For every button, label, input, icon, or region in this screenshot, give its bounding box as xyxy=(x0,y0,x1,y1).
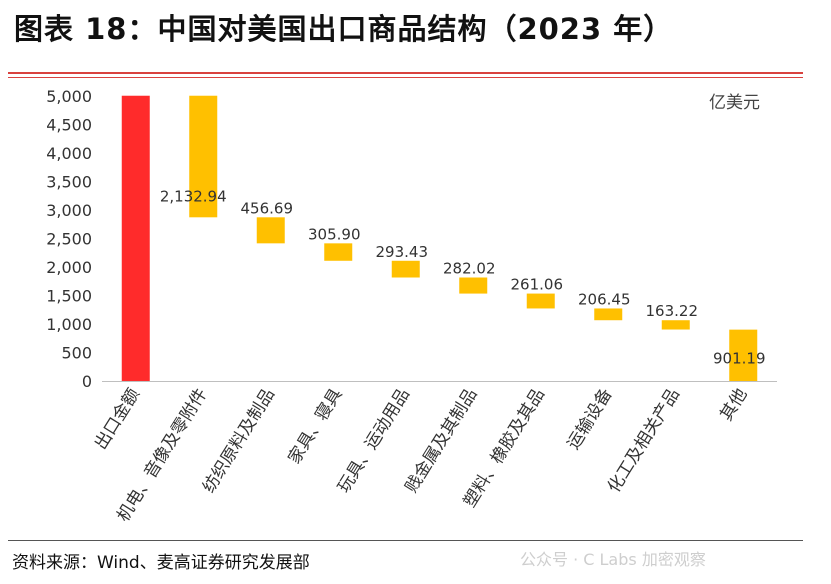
y-tick-label: 3,500 xyxy=(46,173,92,192)
title-rule-thick xyxy=(8,72,803,74)
data-label: 282.02 xyxy=(443,260,496,278)
y-tick-label: 4,000 xyxy=(46,144,92,163)
data-label: 206.45 xyxy=(578,290,631,308)
footer-rule xyxy=(8,540,803,541)
data-label: 456.69 xyxy=(241,199,294,217)
y-tick-label: 4,500 xyxy=(46,116,92,135)
total-bar xyxy=(121,95,150,382)
x-tick-label: 运输设备 xyxy=(563,385,616,453)
bars-group xyxy=(121,95,758,382)
category-bar xyxy=(256,217,285,244)
category-bar xyxy=(526,293,555,309)
data-label: 261.06 xyxy=(511,276,564,294)
data-label: 901.19 xyxy=(713,349,766,367)
category-bar xyxy=(594,308,623,321)
data-label: 163.22 xyxy=(646,302,699,320)
data-label: 2,132.94 xyxy=(160,187,227,205)
data-label: 293.43 xyxy=(376,243,429,261)
category-bar xyxy=(729,329,758,381)
category-bar xyxy=(661,320,690,330)
category-bar xyxy=(391,260,420,278)
x-tick-label: 家具、寝具 xyxy=(284,385,347,468)
x-tick-label: 出口金额 xyxy=(91,385,144,453)
y-tick-label: 3,000 xyxy=(46,201,92,220)
y-tick-label: 0 xyxy=(82,372,92,391)
source-note: 资料来源：Wind、麦高证券研究发展部 xyxy=(12,553,310,573)
x-tick-label: 其他 xyxy=(717,385,752,424)
y-tick-label: 2,500 xyxy=(46,230,92,249)
y-tick-label: 2,000 xyxy=(46,258,92,277)
category-bar xyxy=(189,95,218,218)
x-tick-label: 玩具、运动用品 xyxy=(334,385,414,497)
x-tick-label: 化工及相关产品 xyxy=(604,385,684,497)
watermark: 公众号 · C Labs 加密观察 xyxy=(520,550,706,569)
y-tick-label: 5,000 xyxy=(46,87,92,106)
category-bar xyxy=(459,277,488,294)
category-bar xyxy=(324,243,353,261)
data-label: 305.90 xyxy=(308,225,361,243)
x-tick-label: 贱金属及其制品 xyxy=(401,385,481,497)
y-axis: 0 500 1,000 1,500 2,000 2,500 3,000 3,500 4,000 4… xyxy=(46,87,777,391)
y-tick-label: 1,500 xyxy=(46,287,92,306)
title-rule-thin xyxy=(8,77,803,78)
page-title: 图表 18：中国对美国出口商品结构（2023 年） xyxy=(14,12,674,46)
y-tick-label: 500 xyxy=(61,344,92,363)
data-labels: 2,132.94 456.69 305.90 293.43 282.02 261.06 20… xyxy=(160,187,766,367)
unit-label: 亿美元 xyxy=(709,93,760,113)
x-tick-label: 纺织原料及制品 xyxy=(199,385,279,497)
y-tick-label: 1,000 xyxy=(46,315,92,334)
